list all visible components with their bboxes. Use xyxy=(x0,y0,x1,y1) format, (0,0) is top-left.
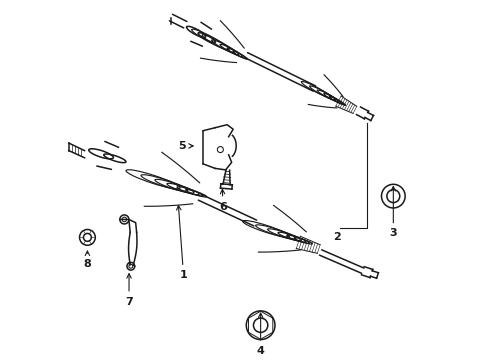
Text: 5: 5 xyxy=(177,141,193,151)
Text: 8: 8 xyxy=(83,251,91,269)
Text: 1: 1 xyxy=(176,206,187,280)
Text: 4: 4 xyxy=(256,313,264,356)
Text: 7: 7 xyxy=(125,274,133,307)
Text: 3: 3 xyxy=(389,186,396,238)
Text: 2: 2 xyxy=(332,232,340,242)
Text: 6: 6 xyxy=(219,189,226,212)
